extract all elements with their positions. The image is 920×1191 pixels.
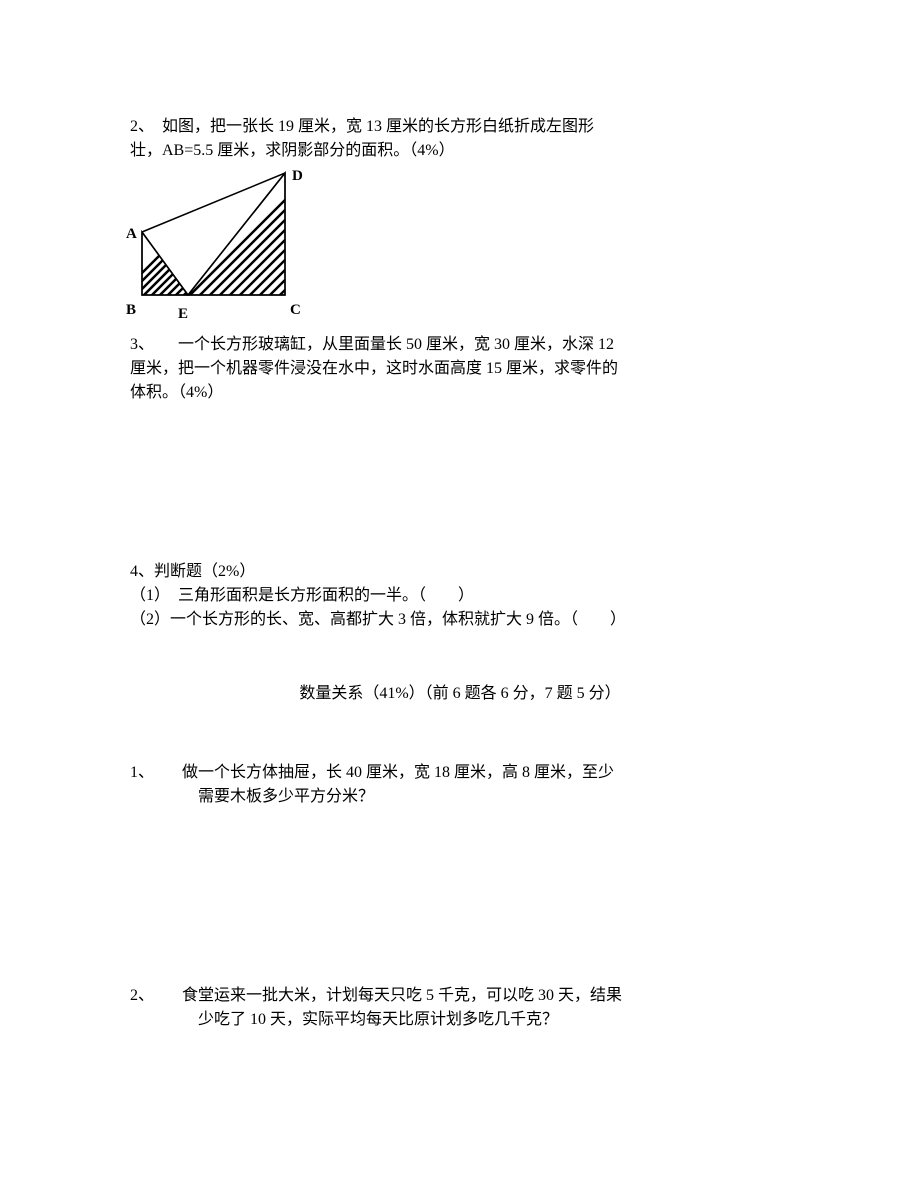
label-b: B [126,299,136,322]
section-title: 数量关系（41%）（前 6 题各 6 分，7 题 5 分） [130,682,790,706]
q2-figure: A B C D E [120,165,320,325]
qs2-text1: 食堂运来一批大米，计划每天只吃 5 千克，可以吃 30 天，结果 [182,987,622,1004]
q2-text-line2: 壮，AB=5.5 厘米，求阴影部分的面积。（4%） [130,139,790,163]
q2-text-line1: 2、 如图，把一张长 19 厘米，宽 13 厘米的长方形白纸折成左图形 [130,115,790,139]
section-question-2: 2、 食堂运来一批大米，计划每天只吃 5 千克，可以吃 30 天，结果 少吃了 1… [130,984,790,1032]
qs2-line1: 2、 食堂运来一批大米，计划每天只吃 5 千克，可以吃 30 天，结果 [130,984,790,1008]
qs2-line2: 少吃了 10 天，实际平均每天比原计划多吃几千克？ [130,1008,790,1032]
qs1-text1: 做一个长方体抽屉，长 40 厘米，宽 18 厘米，高 8 厘米，至少 [182,764,614,781]
section-question-1: 1、 做一个长方体抽屉，长 40 厘米，宽 18 厘米，高 8 厘米，至少 需要木… [130,761,790,809]
qs2-num: 2、 [130,987,154,1004]
q4-item2: （2）一个长方形的长、宽、高都扩大 3 倍，体积就扩大 9 倍。（ ） [130,608,790,632]
q4-item1: （1） 三角形面积是长方形面积的一半。（ ） [130,584,790,608]
q4-head: 4、判断题（2%） [130,560,790,584]
q3-text-line1: 3、 一个长方形玻璃缸，从里面量长 50 厘米，宽 30 厘米，水深 12 [130,333,790,357]
label-c: C [290,299,301,322]
qs1-line2: 需要木板多少平方分米？ [130,785,790,809]
label-d: D [292,165,303,188]
question-4: 4、判断题（2%） （1） 三角形面积是长方形面积的一半。（ ） （2）一个长方… [130,560,790,632]
label-a: A [126,223,137,246]
q3-text-line2: 厘米，把一个机器零件浸没在水中，这时水面高度 15 厘米，求零件的 [130,357,790,381]
q3-text-line3: 体积。（4%） [130,381,790,405]
qs1-line1: 1、 做一个长方体抽屉，长 40 厘米，宽 18 厘米，高 8 厘米，至少 [130,761,790,785]
label-e: E [178,303,188,326]
question-2: 2、 如图，把一张长 19 厘米，宽 13 厘米的长方形白纸折成左图形 壮，AB… [130,115,790,325]
question-3: 3、 一个长方形玻璃缸，从里面量长 50 厘米，宽 30 厘米，水深 12 厘米… [130,333,790,405]
qs1-num: 1、 [130,764,154,781]
